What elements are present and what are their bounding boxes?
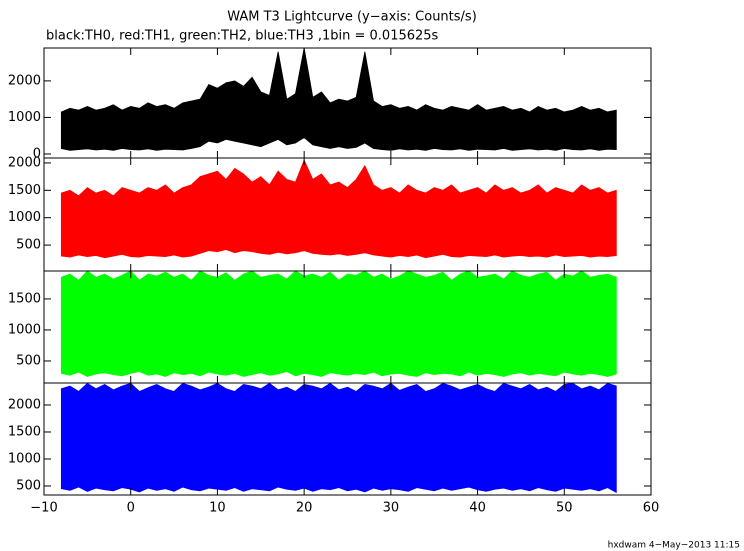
- y-tick-label: 2000: [8, 155, 41, 170]
- y-tick-label: 1500: [8, 291, 41, 306]
- footer-note: hxdwam 4−May−2013 11:15: [608, 541, 740, 551]
- x-tick-label: −10: [30, 501, 57, 516]
- y-tick-label: 1000: [8, 210, 41, 225]
- y-tick-label: 2000: [8, 73, 41, 88]
- count-band: [60, 48, 617, 151]
- y-tick-label: 0: [33, 146, 41, 161]
- y-tick-label: 2000: [8, 397, 41, 412]
- x-tick-label: 30: [383, 501, 400, 516]
- y-tick-label: 1500: [8, 183, 41, 198]
- y-tick-label: 1000: [8, 451, 41, 466]
- x-tick-label: 0: [127, 501, 135, 516]
- x-tick-label: 40: [469, 501, 486, 516]
- panel-frame: [43, 382, 652, 496]
- chart-title: WAM T3 Lightcurve (y−axis: Counts/s): [227, 10, 477, 25]
- chart-subtitle: black:TH0, red:TH1, green:TH2, blue:TH3 …: [46, 29, 439, 44]
- y-tick-label: 1000: [8, 322, 41, 337]
- y-tick-label: 500: [16, 238, 41, 253]
- count-band: [60, 159, 617, 259]
- y-tick-label: 1000: [8, 110, 41, 125]
- x-tick-label: 60: [643, 501, 660, 516]
- y-tick-label: 500: [16, 478, 41, 493]
- y-tick-label: 500: [16, 353, 41, 368]
- x-tick-label: 20: [296, 501, 313, 516]
- y-tick-label: 1500: [8, 424, 41, 439]
- x-tick-label: 10: [209, 501, 226, 516]
- count-band: [60, 383, 617, 494]
- count-band: [60, 271, 617, 377]
- x-tick-label: 50: [556, 501, 573, 516]
